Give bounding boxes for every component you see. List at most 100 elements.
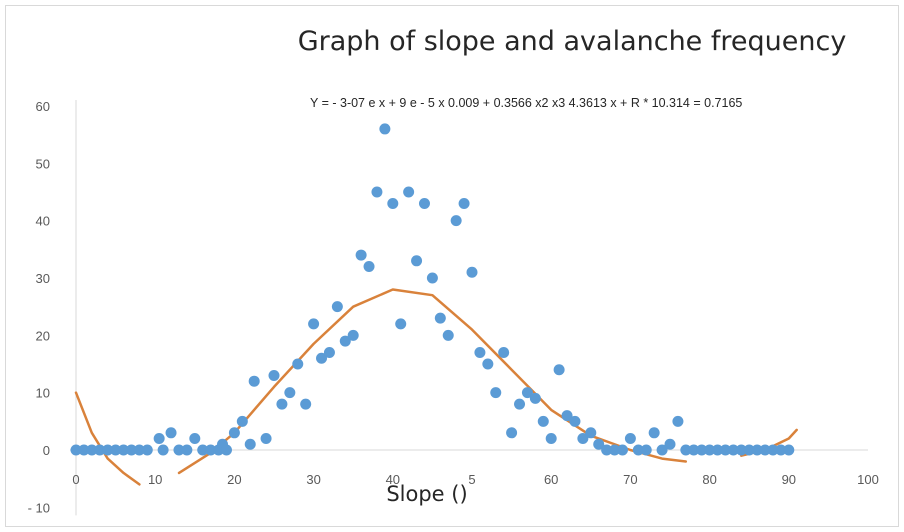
data-point [244, 438, 256, 450]
y-tick-label: 30 [36, 271, 50, 286]
x-tick-label: 70 [623, 472, 637, 487]
data-point [110, 444, 122, 456]
data-point [426, 272, 438, 284]
x-tick-label: 40 [386, 472, 400, 487]
data-point [577, 433, 589, 445]
data-point [292, 358, 304, 370]
data-point [284, 387, 296, 399]
data-point [300, 398, 312, 410]
data-point [102, 444, 114, 456]
data-point [561, 410, 573, 422]
x-tick-label: 5 [468, 472, 475, 487]
data-point [141, 444, 153, 456]
data-point [783, 444, 795, 456]
data-point [482, 358, 494, 370]
data-point [70, 444, 82, 456]
y-tick-label: 0 [43, 443, 50, 458]
data-point [331, 301, 343, 313]
x-axis-label: Slope () [386, 482, 468, 506]
data-point [727, 444, 739, 456]
data-point [78, 444, 90, 456]
data-point [387, 197, 399, 209]
data-point [248, 375, 260, 387]
data-point [537, 415, 549, 427]
data-point [363, 261, 375, 273]
data-point [355, 249, 367, 261]
data-point [506, 427, 518, 439]
data-point [545, 433, 557, 445]
data-point [268, 369, 280, 381]
data-point [735, 444, 747, 456]
y-tick-label: 60 [36, 99, 50, 114]
data-point [498, 347, 510, 359]
data-point [648, 427, 660, 439]
data-point [521, 387, 533, 399]
data-point [165, 427, 177, 439]
data-point [609, 444, 621, 456]
data-point [418, 197, 430, 209]
x-tick-label: 10 [148, 472, 162, 487]
data-point [601, 444, 613, 456]
data-point [569, 415, 581, 427]
data-point [640, 444, 652, 456]
data-point [680, 444, 692, 456]
data-point [316, 352, 328, 364]
data-point [181, 444, 193, 456]
data-point [767, 444, 779, 456]
data-point [308, 318, 320, 330]
data-point [529, 392, 541, 404]
data-point [434, 312, 446, 324]
data-point [490, 387, 502, 399]
data-point [751, 444, 763, 456]
data-point [133, 444, 145, 456]
trendline-segment [74, 391, 141, 486]
data-point [466, 266, 478, 278]
data-point [379, 123, 391, 135]
data-point [632, 444, 644, 456]
data-point [759, 444, 771, 456]
x-tick-label: 60 [544, 472, 558, 487]
data-point [585, 427, 597, 439]
data-point [775, 444, 787, 456]
data-point [260, 433, 272, 445]
x-tick-label: 100 [857, 472, 879, 487]
data-point [157, 444, 169, 456]
data-point [276, 398, 288, 410]
x-tick-label: 80 [702, 472, 716, 487]
data-point [458, 197, 470, 209]
data-point [474, 347, 486, 359]
y-tick-label: 10 [36, 386, 50, 401]
data-point [125, 444, 137, 456]
data-point [220, 444, 232, 456]
data-point [553, 364, 565, 376]
chart-title: Graph of slope and avalanche frequency [297, 26, 847, 57]
data-point [205, 444, 217, 456]
x-tick-label: 20 [227, 472, 241, 487]
data-point [411, 255, 423, 267]
data-point [664, 438, 676, 450]
data-point [189, 433, 201, 445]
data-point [514, 398, 526, 410]
data-point [442, 329, 454, 341]
data-point [236, 415, 248, 427]
data-point [94, 444, 106, 456]
data-point [712, 444, 724, 456]
data-point [624, 433, 636, 445]
data-point [704, 444, 716, 456]
x-tick-label: 90 [782, 472, 796, 487]
data-point [593, 438, 605, 450]
x-tick-label: 0 [72, 472, 79, 487]
y-tick-label: 20 [36, 328, 50, 343]
data-point [153, 433, 165, 445]
data-point [719, 444, 731, 456]
data-point [403, 186, 415, 198]
data-point [688, 444, 700, 456]
data-point [118, 444, 130, 456]
x-tick-label: 30 [306, 472, 320, 487]
data-point [450, 215, 462, 227]
data-point [656, 444, 668, 456]
data-point [616, 444, 628, 456]
data-point [347, 329, 359, 341]
trendline-equation: Y = - 3-07 e x + 9 e - 5 x 0.009 + 0.356… [310, 96, 743, 110]
